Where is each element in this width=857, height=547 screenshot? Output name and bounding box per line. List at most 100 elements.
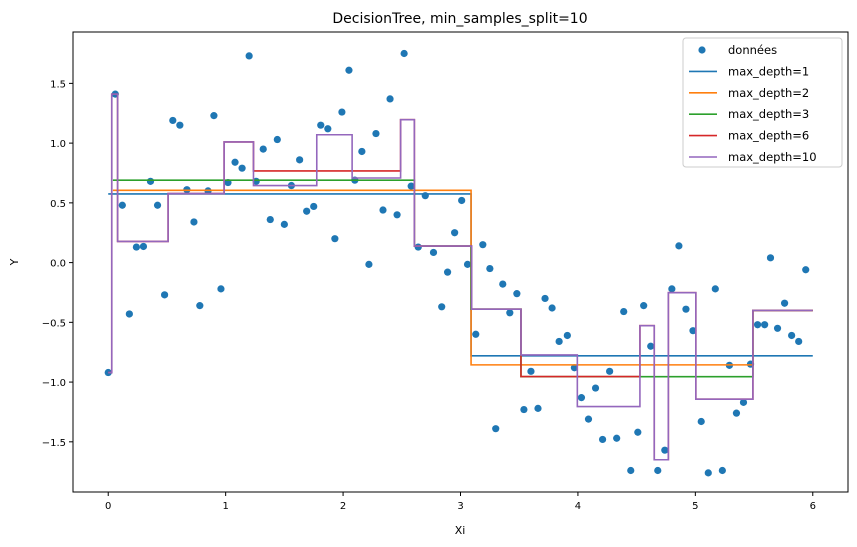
data-point [317, 121, 325, 129]
x-tick-label: 0 [105, 501, 111, 512]
y-tick-label: 0.0 [50, 259, 66, 270]
data-point [393, 211, 401, 219]
series-line-max-depth-1 [108, 193, 813, 357]
data-point [640, 302, 648, 310]
data-point [761, 321, 769, 329]
x-tick-label: 1 [222, 501, 228, 512]
data-point [718, 466, 726, 475]
data-point [429, 248, 438, 257]
y-tick-label: −1.0 [42, 378, 66, 389]
data-point [766, 254, 775, 262]
legend-label: max_depth=6 [728, 129, 809, 143]
data-point [606, 367, 614, 375]
data-point [451, 229, 459, 237]
data-point [338, 108, 346, 116]
data-point [520, 405, 528, 414]
data-point [400, 49, 408, 58]
data-point [365, 260, 373, 268]
data-point [463, 260, 472, 268]
data-point [780, 299, 789, 307]
data-point [563, 331, 571, 340]
data-point [132, 243, 141, 251]
data-point [479, 241, 487, 249]
legend-box [682, 37, 843, 168]
x-tick-label: 5 [692, 501, 698, 512]
data-point [697, 417, 705, 426]
data-point [146, 177, 155, 185]
data-point [613, 434, 621, 442]
data-point [324, 125, 332, 133]
data-point [176, 121, 184, 129]
data-point [379, 206, 387, 214]
data-point [661, 446, 669, 454]
data-point [627, 466, 635, 475]
data-point [190, 218, 198, 226]
legend-marker-scatter [698, 46, 706, 54]
data-point [689, 327, 697, 335]
data-point [438, 303, 446, 311]
x-tick-label: 4 [575, 501, 581, 512]
data-point [303, 207, 311, 215]
data-point [548, 304, 556, 312]
legend-label: max_depth=2 [728, 86, 809, 100]
data-point [372, 129, 380, 138]
data-point [486, 264, 494, 273]
data-point [231, 158, 239, 166]
legend-label: max_depth=1 [728, 64, 809, 78]
y-tick-label: 1.0 [50, 139, 66, 150]
data-point [513, 290, 521, 298]
data-point [704, 469, 712, 477]
data-point [788, 331, 796, 340]
data-point [386, 95, 394, 103]
data-point [139, 242, 148, 251]
data-point [153, 201, 162, 209]
data-point [499, 280, 507, 288]
data-point [118, 201, 126, 209]
data-point [169, 116, 177, 125]
data-point [125, 310, 133, 318]
data-point [541, 294, 549, 303]
data-point [345, 66, 353, 74]
data-point [296, 156, 304, 164]
data-point [591, 384, 600, 392]
data-point [527, 367, 535, 375]
data-point [570, 364, 579, 372]
y-tick-label: −0.5 [42, 318, 66, 329]
y-tick-label: 0.5 [50, 199, 66, 210]
data-point [773, 324, 782, 332]
data-point [472, 330, 480, 338]
data-point [711, 285, 719, 293]
data-point [647, 342, 655, 350]
plot-frame [72, 31, 849, 493]
series-line-max-depth-3 [112, 179, 813, 378]
data-point [414, 243, 422, 251]
chart-title: DecisionTree, min_samples_split=10 [332, 11, 587, 27]
series-line-max-depth-10 [108, 93, 813, 461]
data-point [443, 268, 452, 276]
data-point [534, 404, 542, 412]
data-point [620, 307, 628, 316]
data-point [259, 145, 267, 153]
data-point [598, 435, 607, 444]
legend-label: max_depth=3 [728, 107, 809, 121]
data-point [802, 266, 810, 274]
x-tick-label: 3 [457, 501, 463, 512]
data-point [160, 291, 169, 299]
x-tick-label: 2 [340, 501, 346, 512]
data-point [458, 196, 466, 205]
data-point [407, 182, 415, 190]
y-axis-label: Y [8, 258, 21, 266]
x-tick-label: 6 [810, 501, 816, 512]
data-point [739, 398, 748, 406]
legend-label: données [728, 43, 777, 57]
data-point [654, 466, 662, 475]
data-point [732, 409, 741, 417]
data-point [358, 147, 366, 156]
data-point [555, 337, 563, 346]
data-point [210, 112, 218, 120]
data-point [310, 202, 318, 211]
series-line-max-depth-2 [112, 189, 813, 366]
data-point [245, 52, 253, 60]
y-tick-label: −1.5 [42, 438, 66, 449]
